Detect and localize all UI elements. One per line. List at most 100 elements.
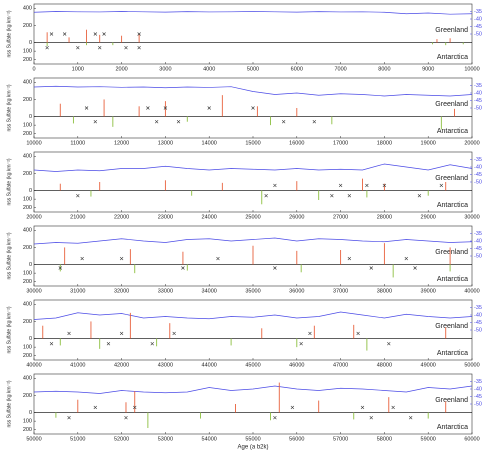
event-cross <box>163 106 168 110</box>
y-tick-label: 100 <box>23 345 32 351</box>
x-tick-label: 19000 <box>421 140 436 146</box>
annotation: Antarctica <box>437 128 468 135</box>
x-tick-label: 54000 <box>202 436 217 442</box>
y2-tick-label: -35 <box>474 305 482 311</box>
y2-tick-label: -35 <box>474 379 482 385</box>
x-tick-label: 16000 <box>289 140 304 146</box>
d18o-line <box>33 163 473 172</box>
x-tick-label: 34000 <box>202 288 217 294</box>
event-cross <box>146 106 150 110</box>
x-tick-label: 42000 <box>114 362 129 368</box>
y-tick-label: 200 <box>23 205 32 211</box>
y2-tick-label: -40 <box>474 16 482 22</box>
y2-tick-label: -50 <box>474 179 482 185</box>
event-cross <box>76 194 80 198</box>
event-cross <box>369 416 373 420</box>
y-axis-label: nss Sulfate (kg km⁻²) <box>6 232 12 279</box>
d18o-line <box>33 385 473 394</box>
y-tick-label: 0 <box>29 40 32 46</box>
x-tick-label: 40000 <box>26 362 41 368</box>
x-tick-label: 20000 <box>26 214 41 220</box>
event-cross <box>338 183 343 188</box>
y-tick-label: 200 <box>23 279 32 285</box>
event-cross <box>181 266 185 270</box>
y2-tick-label: -45 <box>474 172 482 178</box>
y-axis-label: nss Sulfate (kg km⁻²) <box>6 10 12 57</box>
x-tick-label: 1000 <box>72 66 84 72</box>
y-tick-label: 400 <box>23 302 32 308</box>
event-cross <box>172 331 176 336</box>
event-cross <box>382 183 387 188</box>
x-tick-label: 33000 <box>158 288 173 294</box>
x-tick-label: 52000 <box>114 436 129 442</box>
event-cross <box>439 183 444 188</box>
event-cross <box>312 120 317 124</box>
d18o-line <box>33 311 473 320</box>
event-cross <box>290 405 295 410</box>
x-tick-label: 5000 <box>247 66 259 72</box>
x-tick-label: 21000 <box>70 214 85 220</box>
event-cross <box>413 266 417 270</box>
annotation: Greenland <box>435 27 468 34</box>
event-cross <box>251 106 255 110</box>
annotation: Antarctica <box>437 276 468 283</box>
x-tick-label: 30000 <box>26 288 41 294</box>
x-tick-label: 7000 <box>334 66 346 72</box>
x-tick-label: 12000 <box>114 140 129 146</box>
event-cross <box>93 32 98 36</box>
x-tick-label: 4000 <box>203 66 215 72</box>
x-tick-label: 28000 <box>377 214 392 220</box>
x-tick-label: 29000 <box>421 214 436 220</box>
x-tick-label: 55000 <box>245 436 260 442</box>
x-tick-label: 38000 <box>377 288 392 294</box>
event-cross <box>102 32 106 36</box>
x-tick-label: 26000 <box>289 214 304 220</box>
y2-tick-label: -45 <box>474 246 482 252</box>
event-cross <box>150 342 154 346</box>
y-tick-label: 100 <box>23 49 32 55</box>
event-cross <box>67 416 71 420</box>
x-tick-label: 37000 <box>333 288 348 294</box>
event-cross <box>93 405 98 410</box>
event-cross <box>273 416 277 420</box>
x-tick-label: 6000 <box>291 66 303 72</box>
event-cross <box>273 266 277 270</box>
x-tick-label: 41000 <box>70 362 85 368</box>
x-tick-label: 56000 <box>289 436 304 442</box>
event-cross <box>207 106 211 110</box>
annotation: Greenland <box>435 397 468 404</box>
event-cross <box>360 405 365 410</box>
x-tick-label: 25000 <box>245 214 260 220</box>
x-tick-label: 51000 <box>70 436 85 442</box>
y-tick-label: 400 <box>23 376 32 382</box>
annotation: Antarctica <box>437 54 468 61</box>
event-cross <box>124 416 128 420</box>
x-tick-label: 31000 <box>70 288 85 294</box>
d18o-line <box>33 85 473 97</box>
event-cross <box>408 416 413 420</box>
event-cross <box>124 46 128 50</box>
event-cross <box>84 106 89 110</box>
event-cross <box>49 32 54 36</box>
event-cross <box>308 331 312 336</box>
x-tick-label: 50000 <box>464 362 479 368</box>
x-tick-label: 49000 <box>421 362 436 368</box>
x-tick-label: 10000 <box>26 140 41 146</box>
x-tick-label: 39000 <box>421 288 436 294</box>
x-tick-label: 48000 <box>377 362 392 368</box>
y2-tick-label: -35 <box>474 9 482 15</box>
event-cross <box>216 256 220 261</box>
x-tick-label: 13000 <box>158 140 173 146</box>
y-tick-label: 200 <box>23 131 32 137</box>
d18o-line <box>33 11 473 15</box>
event-cross <box>119 256 124 261</box>
event-cross <box>369 266 373 270</box>
y-tick-label: 0 <box>29 410 32 416</box>
event-cross <box>387 342 391 346</box>
annotation: Antarctica <box>437 202 468 209</box>
y-tick-label: 200 <box>23 97 32 103</box>
plot-frame <box>33 299 473 361</box>
x-tick-label: 45000 <box>245 362 260 368</box>
y-tick-label: 0 <box>29 262 32 268</box>
